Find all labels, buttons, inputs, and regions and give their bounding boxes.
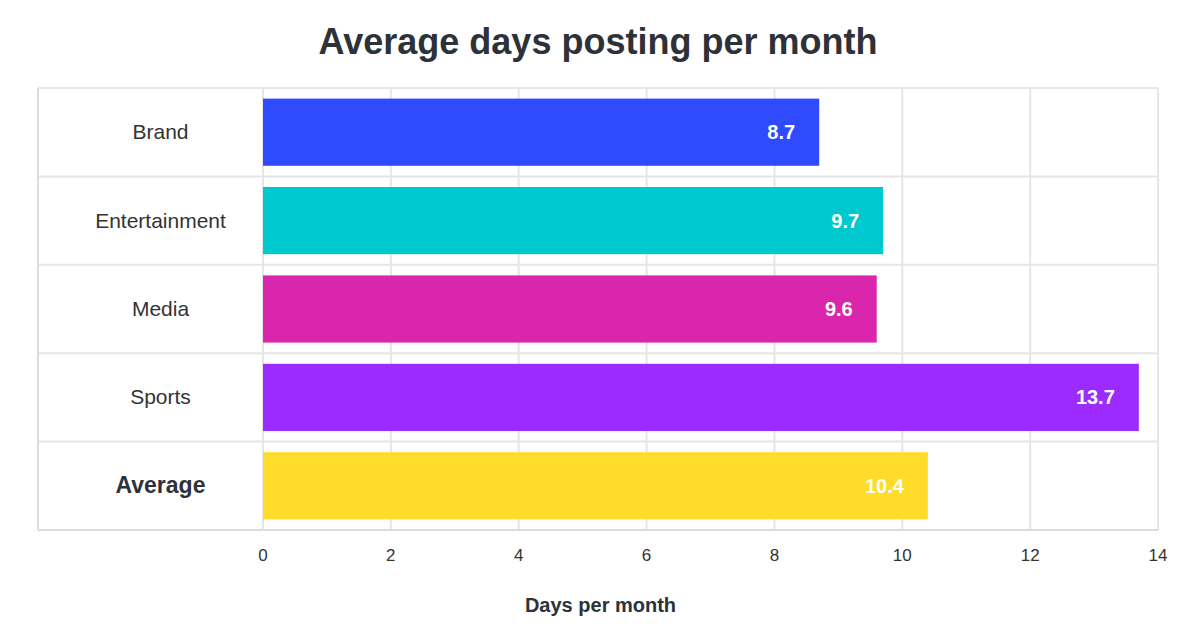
category-label: Entertainment: [95, 209, 226, 232]
row-line: [38, 264, 1158, 266]
tick-label: 2: [386, 546, 395, 565]
bar: [263, 187, 883, 254]
data-label: 13.7: [1076, 386, 1115, 408]
category-label: Media: [132, 297, 190, 320]
chart: Average days posting per month Brand 8.7 En…: [0, 0, 1200, 628]
grid: [38, 88, 1158, 530]
axis-label: Days per month: [525, 594, 676, 616]
category-label: Sports: [130, 385, 191, 408]
title: Average days posting per month: [319, 21, 878, 62]
bar: [263, 364, 1139, 431]
row-line: [38, 175, 1158, 177]
tick-label: 8: [770, 546, 779, 565]
data-label: 9.6: [825, 298, 853, 320]
row-line: [38, 352, 1158, 354]
row-line: [38, 529, 1158, 531]
grid-line: [1029, 88, 1031, 530]
bar: [263, 452, 928, 519]
axis-line: [38, 529, 1158, 531]
category-label: Brand: [132, 120, 188, 143]
tick-label: 6: [642, 546, 651, 565]
grid-line: [1157, 88, 1159, 530]
bar: [263, 99, 819, 166]
frame-line: [37, 88, 39, 530]
category-label: Average: [116, 472, 206, 498]
row-line: [38, 441, 1158, 443]
tick-label: 10: [893, 546, 912, 565]
tick-label: 0: [258, 546, 267, 565]
tick-label: 12: [1021, 546, 1040, 565]
row-line: [38, 87, 1158, 89]
bar: [263, 275, 877, 342]
bars: [263, 99, 1139, 520]
labels: Brand 8.7 Entertainment 9.7 Media 9.6 Sports 13…: [95, 120, 1115, 498]
data-label: 8.7: [767, 121, 795, 143]
tick-label: 4: [514, 546, 523, 565]
tick-label: 14: [1149, 546, 1168, 565]
data-label: 10.4: [865, 475, 905, 497]
data-label: 9.7: [831, 210, 859, 232]
